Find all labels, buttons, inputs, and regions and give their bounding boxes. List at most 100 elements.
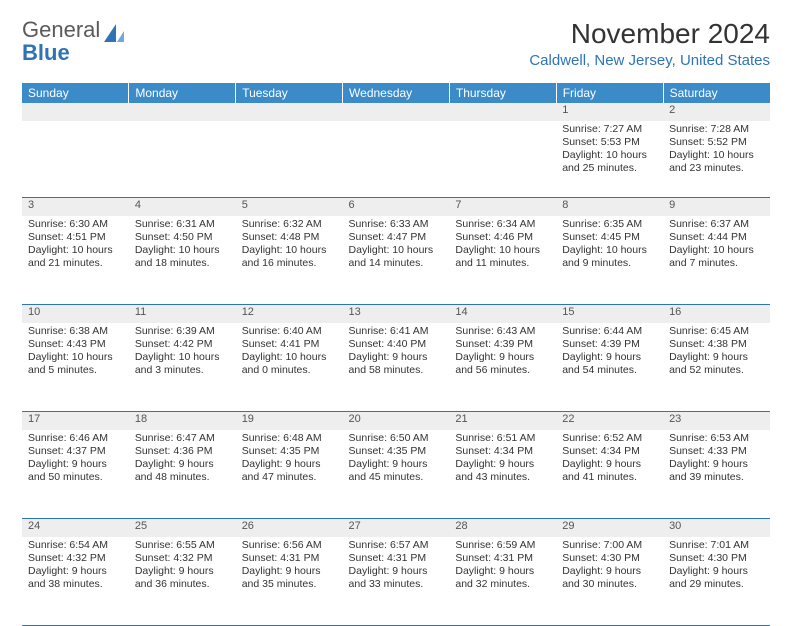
day-number: 15 (556, 305, 663, 324)
day-cell: Sunrise: 6:37 AMSunset: 4:44 PMDaylight:… (663, 216, 770, 305)
day-cell: Sunrise: 7:00 AMSunset: 4:30 PMDaylight:… (556, 537, 663, 626)
calendar-body: 12Sunrise: 7:27 AMSunset: 5:53 PMDayligh… (22, 103, 770, 626)
daylight-line: Daylight: 9 hours and 54 minutes. (562, 351, 657, 377)
sunrise-line: Sunrise: 6:39 AM (135, 325, 230, 338)
sunrise-line: Sunrise: 6:41 AM (349, 325, 444, 338)
sunset-line: Sunset: 4:31 PM (349, 552, 444, 565)
day-number: 27 (343, 519, 450, 538)
sunrise-line: Sunrise: 6:44 AM (562, 325, 657, 338)
day-cell: Sunrise: 6:55 AMSunset: 4:32 PMDaylight:… (129, 537, 236, 626)
sunset-line: Sunset: 4:38 PM (669, 338, 764, 351)
day-cell: Sunrise: 7:28 AMSunset: 5:52 PMDaylight:… (663, 121, 770, 198)
day-number: 21 (449, 412, 556, 431)
day-cell (449, 121, 556, 198)
day-number: 24 (22, 519, 129, 538)
sunrise-line: Sunrise: 6:37 AM (669, 218, 764, 231)
sunset-line: Sunset: 4:35 PM (349, 445, 444, 458)
week-body-row: Sunrise: 6:30 AMSunset: 4:51 PMDaylight:… (22, 216, 770, 305)
sunrise-line: Sunrise: 7:27 AM (562, 123, 657, 136)
sunset-line: Sunset: 4:34 PM (455, 445, 550, 458)
day-number: 29 (556, 519, 663, 538)
sunrise-line: Sunrise: 6:50 AM (349, 432, 444, 445)
week-daynum-row: 12 (22, 103, 770, 121)
sunset-line: Sunset: 4:39 PM (562, 338, 657, 351)
day-number: 12 (236, 305, 343, 324)
daylight-line: Daylight: 10 hours and 3 minutes. (135, 351, 230, 377)
day-number (449, 103, 556, 121)
day-number (343, 103, 450, 121)
sunset-line: Sunset: 5:53 PM (562, 136, 657, 149)
sunset-line: Sunset: 4:41 PM (242, 338, 337, 351)
logo-word-1: General (22, 17, 100, 42)
day-header: Sunday (22, 83, 129, 103)
day-cell: Sunrise: 6:52 AMSunset: 4:34 PMDaylight:… (556, 430, 663, 519)
sunset-line: Sunset: 4:32 PM (135, 552, 230, 565)
daylight-line: Daylight: 9 hours and 43 minutes. (455, 458, 550, 484)
day-number: 26 (236, 519, 343, 538)
sunrise-line: Sunrise: 6:47 AM (135, 432, 230, 445)
sunrise-line: Sunrise: 6:52 AM (562, 432, 657, 445)
daylight-line: Daylight: 9 hours and 33 minutes. (349, 565, 444, 591)
daylight-line: Daylight: 9 hours and 38 minutes. (28, 565, 123, 591)
page-subtitle: Caldwell, New Jersey, United States (529, 52, 770, 69)
day-cell: Sunrise: 6:41 AMSunset: 4:40 PMDaylight:… (343, 323, 450, 412)
day-number: 5 (236, 198, 343, 217)
daylight-line: Daylight: 10 hours and 14 minutes. (349, 244, 444, 270)
day-number: 17 (22, 412, 129, 431)
week-daynum-row: 10111213141516 (22, 305, 770, 324)
day-header: Friday (556, 83, 663, 103)
sunrise-line: Sunrise: 7:01 AM (669, 539, 764, 552)
sunset-line: Sunset: 4:34 PM (562, 445, 657, 458)
day-cell (129, 121, 236, 198)
sunrise-line: Sunrise: 7:00 AM (562, 539, 657, 552)
sunrise-line: Sunrise: 6:56 AM (242, 539, 337, 552)
day-number: 30 (663, 519, 770, 538)
daylight-line: Daylight: 9 hours and 48 minutes. (135, 458, 230, 484)
sunset-line: Sunset: 4:35 PM (242, 445, 337, 458)
sunrise-line: Sunrise: 6:54 AM (28, 539, 123, 552)
day-cell: Sunrise: 6:44 AMSunset: 4:39 PMDaylight:… (556, 323, 663, 412)
day-cell: Sunrise: 7:27 AMSunset: 5:53 PMDaylight:… (556, 121, 663, 198)
daylight-line: Daylight: 10 hours and 25 minutes. (562, 149, 657, 175)
day-cell: Sunrise: 6:33 AMSunset: 4:47 PMDaylight:… (343, 216, 450, 305)
day-cell: Sunrise: 6:34 AMSunset: 4:46 PMDaylight:… (449, 216, 556, 305)
day-cell: Sunrise: 6:57 AMSunset: 4:31 PMDaylight:… (343, 537, 450, 626)
daylight-line: Daylight: 9 hours and 36 minutes. (135, 565, 230, 591)
day-header: Saturday (663, 83, 770, 103)
day-cell (236, 121, 343, 198)
sunset-line: Sunset: 4:36 PM (135, 445, 230, 458)
day-cell: Sunrise: 7:01 AMSunset: 4:30 PMDaylight:… (663, 537, 770, 626)
week-daynum-row: 3456789 (22, 198, 770, 217)
week-body-row: Sunrise: 6:38 AMSunset: 4:43 PMDaylight:… (22, 323, 770, 412)
sunset-line: Sunset: 4:40 PM (349, 338, 444, 351)
day-header: Thursday (449, 83, 556, 103)
day-cell: Sunrise: 6:48 AMSunset: 4:35 PMDaylight:… (236, 430, 343, 519)
day-cell (22, 121, 129, 198)
day-number: 16 (663, 305, 770, 324)
day-number (236, 103, 343, 121)
sunset-line: Sunset: 4:47 PM (349, 231, 444, 244)
sunset-line: Sunset: 4:45 PM (562, 231, 657, 244)
day-cell (343, 121, 450, 198)
day-number: 18 (129, 412, 236, 431)
sunset-line: Sunset: 4:37 PM (28, 445, 123, 458)
day-number: 4 (129, 198, 236, 217)
day-number: 8 (556, 198, 663, 217)
daylight-line: Daylight: 10 hours and 11 minutes. (455, 244, 550, 270)
day-number: 2 (663, 103, 770, 121)
daylight-line: Daylight: 9 hours and 30 minutes. (562, 565, 657, 591)
sunrise-line: Sunrise: 6:51 AM (455, 432, 550, 445)
day-number: 7 (449, 198, 556, 217)
day-header-row: SundayMondayTuesdayWednesdayThursdayFrid… (22, 83, 770, 103)
page-title: November 2024 (529, 18, 770, 50)
day-cell: Sunrise: 6:39 AMSunset: 4:42 PMDaylight:… (129, 323, 236, 412)
day-number (22, 103, 129, 121)
day-number: 9 (663, 198, 770, 217)
sunset-line: Sunset: 4:44 PM (669, 231, 764, 244)
sunset-line: Sunset: 4:51 PM (28, 231, 123, 244)
day-number (129, 103, 236, 121)
day-number: 22 (556, 412, 663, 431)
sunrise-line: Sunrise: 6:34 AM (455, 218, 550, 231)
day-cell: Sunrise: 6:30 AMSunset: 4:51 PMDaylight:… (22, 216, 129, 305)
day-number: 14 (449, 305, 556, 324)
